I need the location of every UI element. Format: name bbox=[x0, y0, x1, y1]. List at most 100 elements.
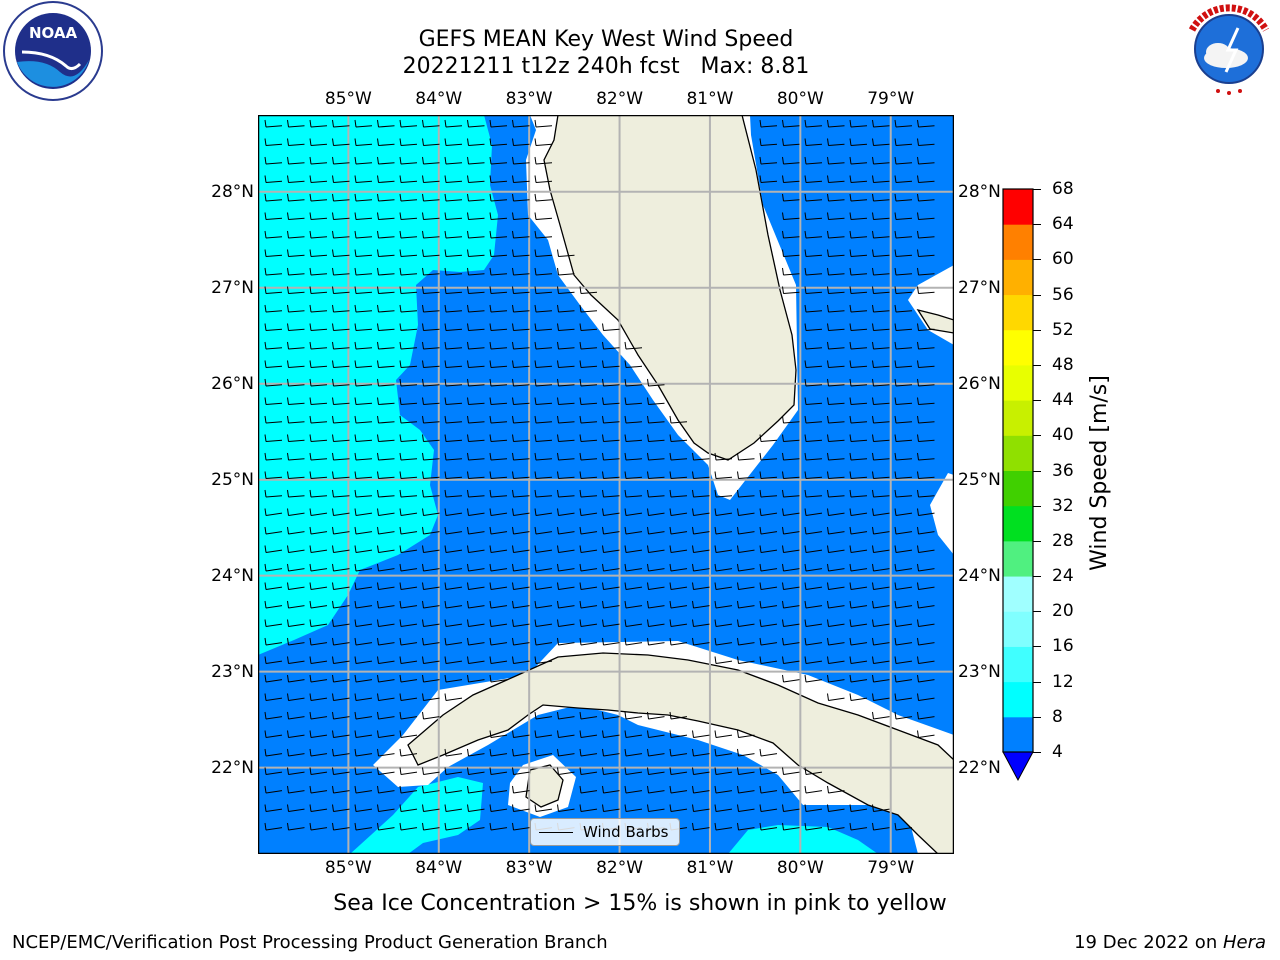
wind-barb bbox=[489, 489, 508, 498]
wind-barb bbox=[444, 434, 463, 442]
wind-barb bbox=[377, 156, 395, 165]
wind-barb bbox=[872, 286, 890, 294]
wind-barb bbox=[287, 397, 305, 405]
wind-barb bbox=[444, 212, 463, 220]
axis-tick-label: 84°W bbox=[415, 89, 463, 109]
wind-barb bbox=[467, 767, 485, 775]
wind-barb bbox=[399, 452, 418, 461]
wind-barb bbox=[264, 619, 283, 627]
wind-barb bbox=[669, 619, 688, 627]
wind-barb bbox=[467, 415, 485, 424]
land-cuba bbox=[407, 652, 954, 854]
wind-barb bbox=[332, 545, 350, 553]
wind-barb bbox=[714, 545, 733, 553]
wind-barb bbox=[422, 545, 440, 553]
wind-barb bbox=[692, 582, 710, 590]
colorbar-tick-label: 40 bbox=[1052, 425, 1074, 446]
wind-barb bbox=[647, 508, 665, 516]
wind-barb bbox=[422, 471, 440, 479]
wind-barb bbox=[377, 212, 395, 220]
wind-barb bbox=[354, 360, 373, 368]
wind-barb bbox=[354, 674, 373, 683]
map-legend-label: Wind Barbs bbox=[583, 823, 669, 841]
colorbar-segment bbox=[1003, 329, 1033, 366]
wind-barb bbox=[894, 249, 913, 257]
wind-barb bbox=[377, 434, 395, 442]
wind-barb bbox=[872, 526, 890, 535]
wind-barb bbox=[309, 656, 328, 664]
wind-barb bbox=[737, 452, 755, 461]
wind-barb bbox=[264, 175, 283, 183]
wind-barb bbox=[399, 286, 418, 294]
wind-barb bbox=[579, 415, 598, 424]
wind-barb bbox=[894, 674, 913, 683]
wind-barb bbox=[399, 304, 418, 313]
wind-barb bbox=[894, 304, 913, 313]
wind-barb bbox=[264, 785, 283, 794]
wind-barb bbox=[399, 693, 418, 701]
wind-barb bbox=[287, 230, 305, 239]
wind-barb bbox=[399, 730, 418, 738]
wind-barb bbox=[669, 804, 688, 812]
wind-barb bbox=[489, 434, 508, 442]
wind-barb bbox=[827, 304, 845, 313]
wind-barb bbox=[692, 471, 710, 479]
wind-barb bbox=[489, 156, 508, 165]
wind-barb bbox=[894, 230, 913, 239]
wind-barb bbox=[557, 452, 575, 461]
wind-barb bbox=[264, 267, 283, 276]
colorbar-tick-label: 36 bbox=[1052, 460, 1074, 481]
wind-barb bbox=[354, 508, 373, 516]
wind-barb bbox=[917, 341, 935, 350]
wind-barb bbox=[692, 637, 710, 646]
wind-barb bbox=[602, 619, 620, 627]
wind-barb bbox=[489, 249, 508, 257]
wind-barb bbox=[512, 526, 530, 535]
axis-tick-label: 26°N bbox=[958, 373, 1001, 394]
colorbar-tick-label: 8 bbox=[1052, 706, 1063, 727]
axis-tick-label: 81°W bbox=[686, 89, 734, 109]
wind-barb bbox=[917, 119, 935, 128]
wind-speed-map bbox=[258, 115, 954, 854]
wind-barb bbox=[782, 785, 800, 794]
wind-barb bbox=[647, 804, 665, 812]
axis-tick-label: 26°N bbox=[211, 373, 254, 394]
wind-barb bbox=[444, 785, 463, 794]
wind-barb bbox=[287, 637, 305, 646]
wind-barb bbox=[534, 434, 553, 442]
wind-barb bbox=[444, 804, 463, 812]
wind-barb bbox=[647, 489, 665, 498]
wind-barb bbox=[669, 582, 688, 590]
wind-barb bbox=[782, 656, 800, 664]
axis-tick-label: 83°W bbox=[505, 858, 553, 878]
axis-tick-label: 79°W bbox=[867, 858, 915, 878]
wind-barb bbox=[534, 508, 553, 516]
wind-barb bbox=[917, 582, 935, 590]
wind-barb bbox=[332, 711, 350, 720]
wind-barb bbox=[444, 545, 463, 553]
wind-barb bbox=[849, 286, 868, 294]
wind-barb bbox=[309, 582, 328, 590]
wind-barb bbox=[849, 582, 868, 590]
wind-barb bbox=[894, 619, 913, 627]
wind-barb bbox=[489, 637, 508, 646]
axis-tick-label: 84°W bbox=[415, 858, 463, 878]
wind-barb bbox=[444, 323, 463, 331]
wind-barb bbox=[422, 489, 440, 498]
wind-barb bbox=[579, 452, 598, 461]
wind-barb bbox=[534, 804, 553, 812]
wind-barb bbox=[534, 267, 553, 276]
wind-barb bbox=[467, 323, 485, 331]
wind-barb bbox=[804, 526, 823, 535]
wind-barb bbox=[354, 434, 373, 442]
wind-barb bbox=[804, 489, 823, 498]
wind-barb bbox=[782, 822, 800, 831]
wind-barb bbox=[512, 582, 530, 590]
wind-barb bbox=[557, 471, 575, 479]
colorbar-tick-mark bbox=[1033, 364, 1041, 366]
wind-barb bbox=[669, 637, 688, 646]
wind-barb bbox=[399, 526, 418, 535]
wind-barb bbox=[647, 378, 665, 387]
wind-barb bbox=[579, 637, 598, 646]
wind-barb bbox=[467, 212, 485, 220]
